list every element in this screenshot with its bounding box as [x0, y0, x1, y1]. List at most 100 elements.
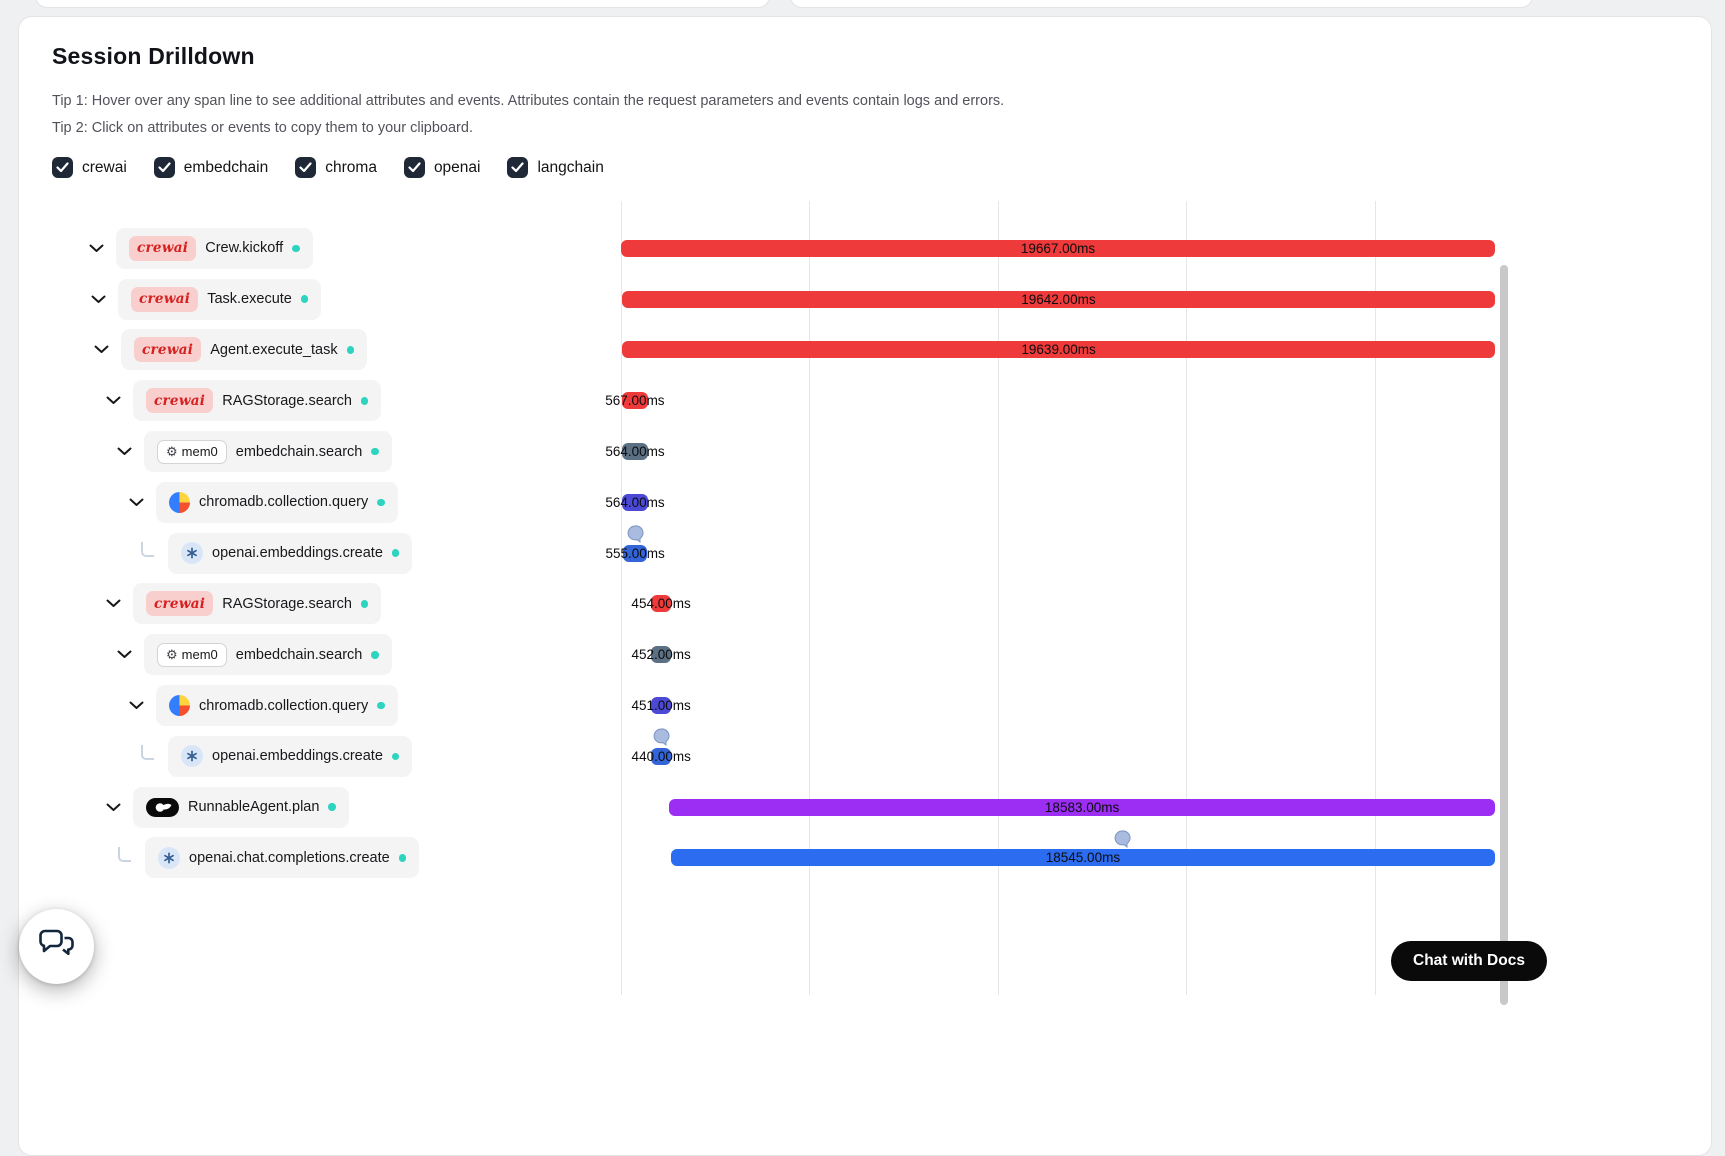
span-name: RAGStorage.search — [222, 392, 352, 409]
span-duration-label: 555.00ms — [605, 545, 665, 561]
chevron-down-icon[interactable] — [121, 487, 151, 517]
span-label-pill[interactable]: crewai Task.execute — [118, 278, 322, 320]
openai-logo — [181, 745, 203, 768]
span-label-pill[interactable]: ⚙ mem0 embedchain.search — [144, 634, 392, 676]
span-duration-bar[interactable] — [670, 849, 1495, 867]
checkbox-checked[interactable] — [507, 157, 529, 178]
chat-widget-button[interactable] — [19, 909, 94, 984]
span-duration-label: 567.00ms — [605, 393, 665, 409]
span-duration-bar[interactable] — [651, 747, 671, 765]
span-label-pill[interactable]: openai.chat.completions.create — [145, 837, 420, 879]
framework-filter-label: crewai — [82, 158, 127, 176]
chevron-down-icon[interactable] — [109, 437, 139, 467]
span-name: embedchain.search — [235, 646, 363, 663]
chat-with-docs-button[interactable]: Chat with Docs — [1391, 941, 1547, 981]
page-title: Session Drilldown — [52, 43, 255, 69]
openai-logo — [158, 846, 180, 869]
span-name: chromadb.collection.query — [199, 494, 369, 511]
chroma-logo — [169, 695, 190, 717]
span-duration-bar[interactable] — [651, 697, 672, 715]
span-duration-bar[interactable] — [621, 239, 1495, 257]
span-duration-bar[interactable] — [650, 595, 672, 613]
span-duration-label: 18583.00ms — [1044, 799, 1120, 815]
span-name: openai.chat.completions.create — [189, 849, 390, 866]
span-row: crewai Task.execute 19642.00ms — [19, 274, 1713, 325]
span-duration-label: 451.00ms — [631, 698, 691, 714]
chevron-down-icon[interactable] — [121, 691, 151, 721]
span-name: chromadb.collection.query — [199, 697, 369, 714]
checkbox-checked[interactable] — [403, 157, 425, 178]
span-label-pill[interactable]: openai.embeddings.create — [168, 735, 413, 777]
span-row: openai.embeddings.create 440.00ms — [19, 728, 1713, 782]
chroma-logo — [169, 491, 190, 513]
framework-filter[interactable]: crewai — [52, 157, 127, 178]
span-row: openai.chat.completions.create 18545.00m… — [19, 830, 1713, 884]
crewai-logo: crewai — [134, 337, 202, 363]
span-duration-label: 19639.00ms — [1021, 342, 1096, 358]
span-label-pill[interactable]: ⚙ mem0 embedchain.search — [144, 431, 392, 473]
span-duration-label: 564.00ms — [605, 444, 665, 460]
framework-filters: crewai embedchain chroma openai langchai… — [52, 157, 604, 178]
checkbox-checked[interactable] — [52, 157, 73, 178]
chevron-down-icon[interactable] — [98, 589, 128, 619]
chat-event-bubble-icon[interactable] — [626, 525, 644, 544]
span-duration-bar[interactable] — [622, 493, 648, 511]
status-dot — [398, 854, 407, 862]
chevron-down-icon[interactable] — [86, 335, 116, 365]
span-label-pill[interactable]: crewai Crew.kickoff — [116, 227, 313, 269]
chevron-down-icon[interactable] — [83, 284, 113, 314]
span-list: crewai Crew.kickoff 19667.00ms crewai — [19, 223, 1713, 883]
framework-filter-label: openai — [433, 158, 481, 176]
top-card-right — [790, 0, 1533, 8]
span-row: chromadb.collection.query 564.00ms — [19, 477, 1713, 528]
status-dot — [371, 447, 379, 456]
framework-filter[interactable]: openai — [403, 157, 481, 178]
trace-gridline — [998, 201, 999, 995]
status-dot — [371, 651, 379, 659]
mem0-logo: ⚙ mem0 — [157, 439, 227, 464]
span-duration-bar[interactable] — [622, 544, 648, 562]
span-row: ⚙ mem0 embedchain.search 452.00ms — [19, 629, 1713, 680]
chevron-down-icon[interactable] — [98, 386, 128, 416]
span-name: embedchain.search — [235, 443, 363, 460]
checkbox-checked[interactable] — [295, 157, 317, 178]
span-label-pill[interactable]: openai.embeddings.create — [168, 532, 413, 574]
span-duration-label: 19642.00ms — [1021, 291, 1096, 307]
span-duration-bar[interactable] — [622, 443, 648, 461]
span-duration-bar[interactable] — [621, 290, 1495, 308]
framework-filter[interactable]: embedchain — [153, 157, 268, 178]
crewai-logo: crewai — [131, 286, 199, 312]
gear-icon: ⚙ — [166, 647, 178, 663]
span-duration-label: 452.00ms — [631, 647, 691, 663]
trace-gridline — [809, 201, 810, 995]
status-dot — [377, 701, 385, 710]
status-dot — [391, 752, 400, 761]
span-label-pill[interactable]: RunnableAgent.plan — [133, 786, 349, 828]
span-label-pill[interactable]: chromadb.collection.query — [156, 685, 398, 727]
checkbox-checked[interactable] — [153, 157, 175, 178]
tree-elbow-connector — [141, 745, 154, 761]
span-duration-label: 564.00ms — [605, 494, 665, 510]
status-dot — [377, 498, 385, 507]
span-label-pill[interactable]: crewai RAGStorage.search — [133, 380, 382, 422]
tip-1-text: Tip 1: Hover over any span line to see a… — [52, 93, 1005, 109]
trace-gridline — [621, 201, 622, 995]
span-duration-bar[interactable] — [669, 798, 1495, 816]
chevron-down-icon[interactable] — [81, 233, 111, 263]
span-duration-bar[interactable] — [651, 646, 672, 664]
framework-filter[interactable]: langchain — [507, 157, 604, 178]
top-card-left — [35, 0, 770, 8]
span-duration-bar[interactable] — [622, 341, 1495, 359]
span-name: Agent.execute_task — [210, 341, 338, 358]
span-label-pill[interactable]: crewai Agent.execute_task — [121, 329, 368, 371]
chevron-down-icon[interactable] — [109, 640, 139, 670]
span-name: openai.embeddings.create — [212, 748, 383, 765]
span-label-pill[interactable]: crewai RAGStorage.search — [133, 583, 382, 625]
chat-event-bubble-icon[interactable] — [1113, 830, 1131, 848]
vertical-scrollbar-thumb[interactable] — [1500, 265, 1508, 1005]
chevron-down-icon[interactable] — [98, 792, 128, 822]
framework-filter[interactable]: chroma — [295, 157, 377, 178]
span-duration-bar[interactable] — [622, 392, 648, 410]
chat-event-bubble-icon[interactable] — [652, 728, 670, 747]
span-label-pill[interactable]: chromadb.collection.query — [156, 481, 398, 523]
